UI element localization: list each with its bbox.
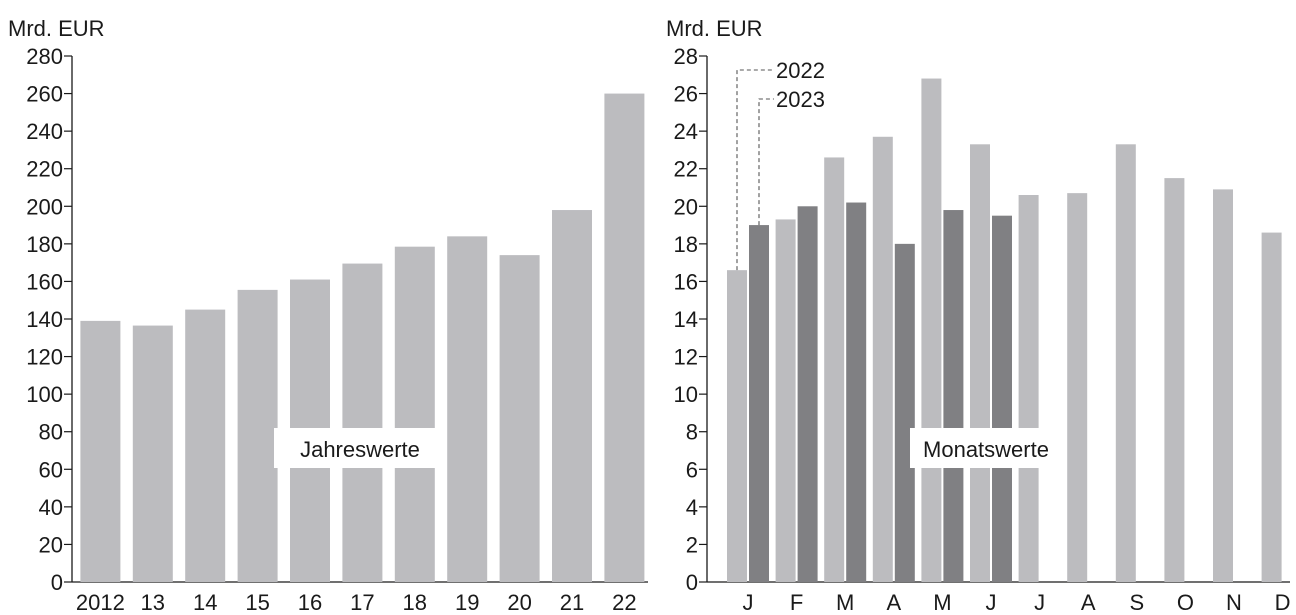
left-bar	[80, 320, 121, 582]
right-x-category-label: O	[1177, 590, 1194, 615]
right-y-tick-label: 18	[674, 232, 698, 257]
left-bar	[447, 236, 488, 583]
right-y-tick-label: 12	[674, 345, 698, 370]
left-y-tick-label: 280	[26, 44, 63, 69]
right-x-category-label: A	[1081, 590, 1096, 615]
right-bar-2023	[943, 210, 964, 583]
left-y-tick-label: 260	[26, 82, 63, 107]
right-y-tick-label: 24	[674, 119, 698, 144]
left-x-category-label: 19	[455, 590, 479, 615]
left-x-category-label: 22	[612, 590, 636, 615]
left-y-tick-label: 60	[39, 457, 63, 482]
right-x-category-label: A	[886, 590, 901, 615]
right-y-axis-label: Mrd. EUR	[666, 16, 763, 41]
right-y-tick-label: 20	[674, 194, 698, 219]
left-bar	[394, 246, 435, 583]
left-bar	[552, 210, 592, 583]
right-y-tick-label: 28	[674, 44, 698, 69]
right-annotation: Monatswerte	[923, 437, 1049, 462]
left-bar	[132, 325, 173, 582]
right-x-category-label: F	[790, 590, 803, 615]
right-bar-2023	[749, 225, 769, 583]
legend-label-2022: 2022	[776, 58, 825, 83]
right-bar-2023	[894, 243, 915, 582]
left-y-tick-label: 100	[26, 382, 63, 407]
right-x-category-label: J	[986, 590, 997, 615]
left-bar	[604, 93, 645, 583]
right-bar-2022	[1164, 178, 1185, 582]
left-y-tick-label: 20	[39, 532, 63, 557]
left-y-tick-label: 220	[26, 157, 63, 182]
left-x-category-label: 2012	[76, 590, 125, 615]
right-y-tick-label: 0	[686, 570, 698, 595]
right-x-category-label: D	[1275, 590, 1291, 615]
right-bar-2022	[970, 144, 990, 583]
left-annotation-box	[274, 428, 446, 468]
right-x-category-label: N	[1226, 590, 1242, 615]
left-y-tick-label: 120	[26, 345, 63, 370]
right-bar-2022	[1261, 232, 1282, 583]
right-bar-2022	[1213, 189, 1233, 582]
left-y-tick-label: 200	[26, 194, 63, 219]
right-x-category-label: M	[933, 590, 951, 615]
right-y-tick-label: 10	[674, 382, 698, 407]
left-x-category-label: 14	[193, 590, 217, 615]
legend-leader-2022	[736, 69, 774, 271]
left-x-category-label: 13	[141, 590, 165, 615]
right-bar-2022	[921, 78, 942, 583]
right-bar-2022	[824, 157, 845, 582]
right-y-tick-label: 2	[686, 532, 698, 557]
right-y-tick-label: 16	[674, 269, 698, 294]
left-y-tick-label: 0	[51, 570, 63, 595]
right-x-category-label: J	[1034, 590, 1045, 615]
right-annotation-box	[910, 428, 1062, 468]
left-bar	[499, 255, 540, 582]
right-bar-2022	[727, 270, 747, 582]
left-y-tick-label: 80	[39, 420, 63, 445]
left-y-tick-label: 180	[26, 232, 63, 257]
right-y-tick-label: 6	[686, 457, 698, 482]
right-x-category-label: J	[743, 590, 754, 615]
right-bar-2023	[846, 202, 867, 582]
right-y-tick-label: 8	[686, 420, 698, 445]
right-y-tick-label: 22	[674, 157, 698, 182]
right-y-tick-label: 26	[674, 82, 698, 107]
right-bar-2022	[1018, 195, 1039, 582]
right-x-category-label: M	[836, 590, 854, 615]
right-bar-2023	[992, 215, 1012, 582]
left-x-category-label: 15	[245, 590, 269, 615]
right-x-category-label: S	[1129, 590, 1144, 615]
left-y-axis-label: Mrd. EUR	[8, 16, 105, 41]
left-y-tick-label: 240	[26, 119, 63, 144]
right-bar-2022	[1067, 193, 1088, 582]
legend-label-2023: 2023	[776, 87, 825, 112]
right-bar-2023	[797, 206, 818, 583]
left-x-category-label: 17	[350, 590, 374, 615]
right-bar-2022	[775, 219, 796, 582]
left-annotation: Jahreswerte	[300, 437, 420, 462]
right-bar-2022	[872, 136, 893, 582]
left-x-category-label: 20	[507, 590, 531, 615]
right-y-tick-label: 4	[686, 495, 698, 520]
left-x-category-label: 21	[560, 590, 584, 615]
right-y-tick-label: 14	[674, 307, 698, 332]
left-x-category-label: 18	[403, 590, 427, 615]
left-bar	[342, 263, 383, 582]
legend-leader-2023	[758, 98, 774, 226]
right-bar-2022	[1115, 144, 1136, 583]
left-bar	[237, 289, 278, 582]
left-y-tick-label: 140	[26, 307, 63, 332]
left-bar	[185, 309, 226, 582]
left-y-tick-label: 160	[26, 269, 63, 294]
left-x-category-label: 16	[298, 590, 322, 615]
left-y-tick-label: 40	[39, 495, 63, 520]
